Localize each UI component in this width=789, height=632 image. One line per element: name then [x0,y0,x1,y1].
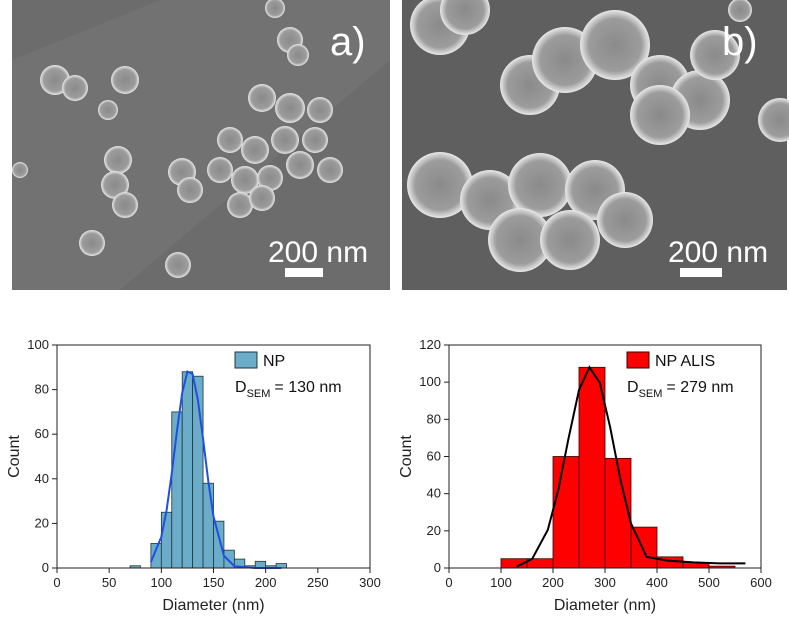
bar [578,366,606,569]
annotation-rest: = 130 nm [274,379,341,396]
y-tick-label: 40 [35,471,49,486]
x-tick-label: 400 [646,575,668,590]
y-tick-label: 0 [42,560,49,575]
x-tick-label: 500 [698,575,720,590]
annotation-rest: = 279 nm [666,379,733,396]
x-tick-label: 50 [102,575,116,590]
y-tick-label: 100 [27,337,49,352]
bar [604,457,632,569]
y-tick-label: 40 [427,486,441,501]
x-tick-label: 0 [53,575,60,590]
annotation-sub: SEM [247,388,271,400]
x-tick-label: 150 [203,575,225,590]
legend-label: NP ALIS [655,353,715,370]
bar [254,560,267,569]
sem-image-b: b) 200 nm [402,0,789,290]
y-tick-label: 20 [427,523,441,538]
y-axis-title: Count [6,435,23,478]
x-tick-label: 100 [490,575,512,590]
annotation: DSEM = 130 nm [235,379,342,400]
legend-swatch [626,351,650,369]
x-tick-label: 300 [359,575,381,590]
panel-label: a) [330,20,366,64]
bar [202,482,214,569]
scale-bar [680,268,722,277]
sem-image-a: a) 200 nm [12,0,390,290]
annotation-main: D [627,379,639,396]
y-tick-label: 0 [434,560,441,575]
annotation: DSEM = 279 nm [627,379,734,400]
bar [160,511,173,569]
x-tick-label: 100 [150,575,172,590]
bar [552,456,580,569]
bar [213,520,225,569]
scale-bar-label: 200 nm [268,236,368,269]
fit-curve [149,370,282,569]
y-tick-label: 80 [35,382,49,397]
x-axis-title: Diameter (nm) [554,597,656,614]
fit-curve [516,365,746,568]
y-tick-label: 60 [427,449,441,464]
y-tick-label: 60 [35,426,49,441]
x-tick-label: 200 [255,575,277,590]
panel-label: b) [722,20,758,64]
y-axis-title: Count [398,435,415,478]
y-tick-label: 20 [35,515,49,530]
y-tick-label: 120 [419,337,441,352]
scale-bar-label: 200 nm [668,236,768,269]
x-tick-label: 250 [307,575,329,590]
y-tick-label: 100 [419,374,441,389]
x-tick-label: 0 [445,575,452,590]
bar [181,371,194,569]
legend-label: NP [263,353,285,370]
y-tick-label: 80 [427,411,441,426]
x-axis-title: Diameter (nm) [162,597,264,614]
x-tick-label: 200 [542,575,564,590]
scale-bar [285,268,323,277]
x-tick-label: 300 [594,575,616,590]
annotation-sub: SEM [639,388,663,400]
x-tick-label: 600 [750,575,772,590]
annotation-main: D [235,379,247,396]
legend-swatch [234,351,258,369]
